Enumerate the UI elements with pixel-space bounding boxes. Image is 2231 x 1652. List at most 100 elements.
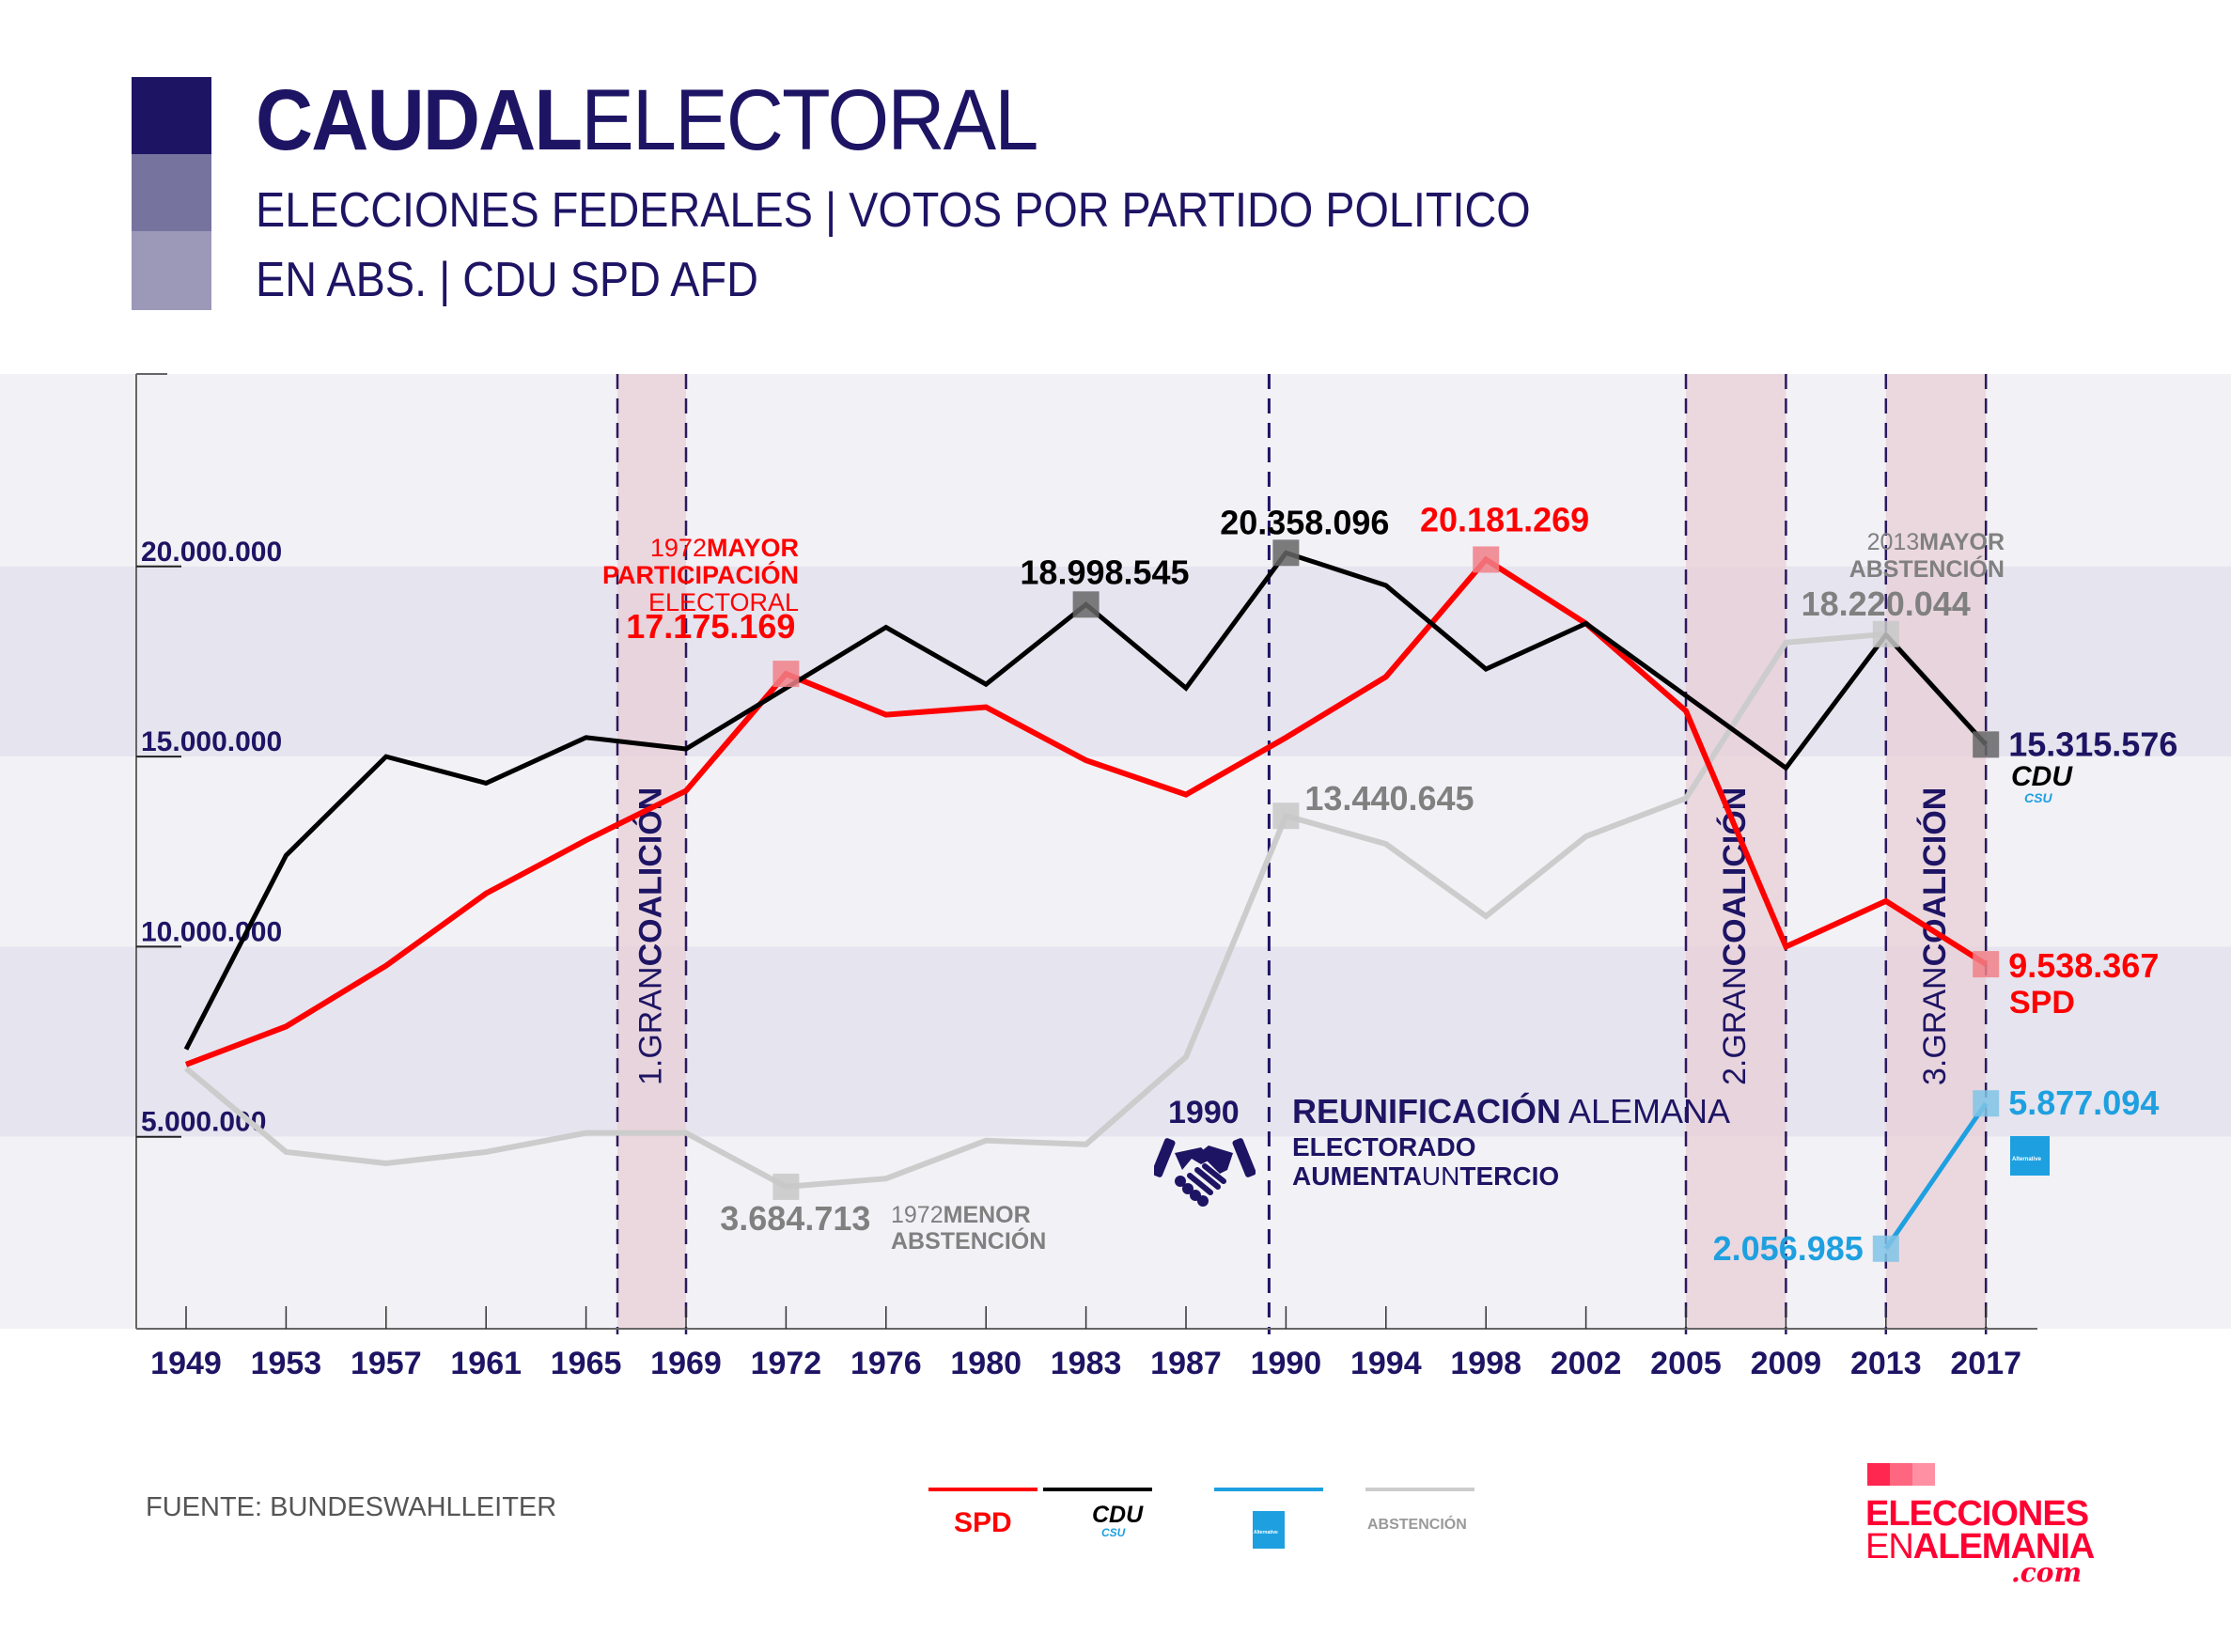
legend-label-cdu: CDU CSU [1092, 1504, 1143, 1539]
x-tick-label: 1987 [1150, 1346, 1222, 1381]
annotation-abstention-1972-part: 1972 [891, 1202, 944, 1228]
legend-swatch-afd [1214, 1488, 1323, 1491]
reunification-title: REUNIFICACIÓN ALEMANA [1292, 1092, 1730, 1131]
reunification-regular: ALEMANA [1568, 1092, 1731, 1130]
coalition-label-light: 2.GRAN [1717, 966, 1753, 1085]
coalition-label-light: 1.GRAN [633, 966, 669, 1085]
logo-line-2-en: EN [1865, 1527, 1914, 1566]
value-label: 17.175.169 [626, 607, 795, 646]
coalition-label-bold: COALICIÓN [1717, 787, 1753, 967]
value-label: 9.538.367 [2008, 946, 2159, 985]
highlight-marker [1072, 591, 1100, 618]
spd-end-label: SPD [2009, 985, 2075, 1021]
grid-band [0, 1136, 2231, 1329]
highlight-marker [1973, 731, 2000, 758]
value-label: 3.684.713 [720, 1199, 870, 1238]
title-accent-light [132, 231, 211, 310]
x-tick-label: 1957 [351, 1346, 422, 1381]
annotation-spd-1972-part: PARTICIPACIÓN [602, 560, 799, 589]
x-tick-label: 1961 [450, 1346, 522, 1381]
afd-logo-text: Alternative [2012, 1157, 2042, 1162]
x-tick-label: 1976 [850, 1346, 922, 1381]
highlight-marker [772, 1173, 800, 1200]
annotation-abstention-2013: 2013MAYOR [1867, 529, 2005, 555]
highlight-marker [1973, 951, 2000, 978]
page-title: CAUDALELECTORAL [256, 77, 1038, 164]
logo-line-2: ENALEMANIA [1865, 1527, 2096, 1566]
csu-logo-text: CSU [2024, 790, 2052, 805]
title-accent-mid [132, 154, 211, 231]
x-tick-label: 1983 [1051, 1346, 1122, 1381]
highlight-marker [1872, 1235, 1899, 1262]
highlight-marker [1272, 539, 1300, 567]
x-tick-label: 1980 [950, 1346, 1022, 1381]
annotation-abstention-1972: 1972MENOR [891, 1202, 1031, 1228]
reunification-line-3-end: TERCIO [1459, 1161, 1560, 1191]
annotation-abstention-1972-part: ABSTENCIÓN [891, 1226, 1046, 1255]
x-tick-label: 2009 [1751, 1346, 1822, 1381]
reunification-bold: REUNIFICACIÓN [1292, 1092, 1561, 1130]
value-label: 5.877.094 [2008, 1083, 2159, 1122]
source-note: FUENTE: BUNDESWAHLLEITER [146, 1492, 557, 1522]
highlight-marker [1872, 620, 1899, 647]
annotation-spd-1972-part: MAYOR [707, 534, 799, 562]
x-tick-label: 1972 [751, 1346, 822, 1381]
annotation-abstention-2013: ABSTENCIÓN [1849, 554, 2005, 583]
x-tick-label: 1994 [1350, 1346, 1422, 1381]
logo-line-1: ELECCIONES [1865, 1494, 2089, 1534]
x-tick-label: 1990 [1251, 1346, 1322, 1381]
value-label: 18.998.545 [1020, 553, 1189, 591]
subtitle-line-2: EN ABS. | CDU SPD AFD [256, 253, 758, 307]
legend-label-abstention: ABSTENCIÓN [1367, 1517, 1467, 1533]
cdu-logo-text: CDU [2011, 761, 2072, 792]
x-tick-label: 1949 [150, 1346, 222, 1381]
coalition-period-band [1885, 374, 1987, 1329]
reunification-line-2: ELECTORADO [1292, 1132, 1476, 1161]
legend-label-spd: SPD [954, 1507, 1012, 1538]
annotation-spd-1972: PARTICIPACIÓN [602, 560, 799, 589]
reunification-year: 1990 [1168, 1095, 1240, 1130]
title-accent-dark [132, 77, 211, 154]
y-tick-label: 10.000.000 [141, 916, 282, 947]
handshake-icon [1154, 1138, 1256, 1207]
coalition-label: 1.GRANCOALICIÓN [633, 787, 669, 1085]
coalition-label-light: 3.GRAN [1917, 966, 1953, 1085]
y-tick-label: 20.000.000 [141, 537, 282, 568]
logo-squares [1867, 1463, 1935, 1486]
value-label: 20.181.269 [1420, 500, 1589, 538]
legend-swatch-spd [928, 1488, 1037, 1491]
legend-swatch-cdu [1043, 1488, 1152, 1491]
annotation-spd-1972-part: 1972 [650, 534, 707, 562]
x-tick-label: 2017 [1950, 1346, 2021, 1381]
coalition-label: 3.GRANCOALICIÓN [1917, 787, 1953, 1085]
site-logo [1867, 1463, 1935, 1486]
highlight-marker [1473, 546, 1500, 573]
afd-line [1883, 1101, 1989, 1251]
y-tick-label: 15.000.000 [141, 726, 282, 757]
annotation-abstention-1972: ABSTENCIÓN [891, 1226, 1046, 1255]
title-regular: ELECTORAL [581, 72, 1038, 168]
cdu-logo: CDU CSU [2011, 761, 2072, 805]
grid-band [0, 374, 2231, 567]
x-tick-label: 2002 [1551, 1346, 1622, 1381]
annotation-abstention-2013-part: MAYOR [1919, 529, 2005, 555]
title-bold: CAUDAL [256, 72, 583, 168]
highlight-marker [1973, 1090, 2000, 1117]
logo-line-2-alemania: ALEMANIA [1912, 1527, 2096, 1566]
reunification-line-3: AUMENTAUNTERCIO [1292, 1161, 1559, 1192]
legend-afd-logo: Alternative [1253, 1511, 1285, 1549]
x-tick-label: 1965 [551, 1346, 622, 1381]
grid-band [0, 946, 2231, 1137]
annotation-spd-1972-part: ELECTORAL [648, 588, 799, 616]
x-tick-label: 2005 [1650, 1346, 1722, 1381]
legend-csu-text: CSU [1101, 1526, 1126, 1539]
x-tick-label: 1998 [1450, 1346, 1521, 1381]
value-label: 13.440.645 [1304, 779, 1474, 818]
legend-swatch-abstention [1365, 1488, 1474, 1491]
reunification-line-3-bold: AUMENTA [1292, 1161, 1422, 1191]
coalition-period-band [617, 374, 686, 1329]
subtitle-line-1: ELECCIONES FEDERALES | VOTOS POR PARTIDO… [256, 183, 1531, 238]
highlight-marker [772, 661, 800, 688]
x-tick-label: 1969 [650, 1346, 722, 1381]
